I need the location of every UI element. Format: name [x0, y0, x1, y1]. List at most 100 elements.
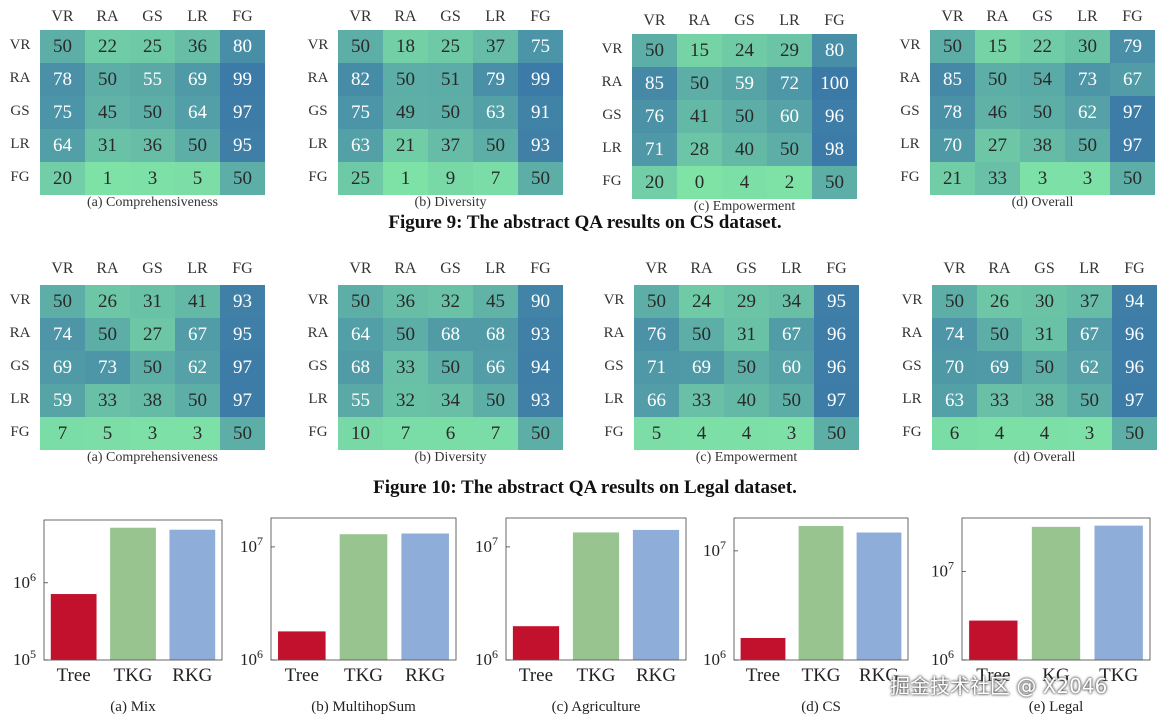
heatmap-cell: 59 [40, 384, 85, 417]
heatmap-cell: 7 [40, 417, 85, 450]
x-tick-label: RKG [172, 665, 212, 686]
bar-chart-4: Tree TKG RKG 106 107 (d) CS [703, 517, 909, 715]
heatmap-row-label: GS [604, 358, 624, 374]
heatmap-col-label: VR [51, 8, 74, 25]
heatmap-cell: 7 [473, 417, 518, 450]
heatmap-cell: 38 [1020, 129, 1065, 162]
heatmap-col-label: FG [232, 8, 253, 25]
heatmap-col-label: GS [1034, 260, 1055, 277]
heatmap-cell: 5 [85, 417, 130, 450]
heatmap-cell: 95 [220, 129, 265, 162]
heatmap-cell: 50 [428, 351, 473, 384]
heatmap-cell: 3 [769, 417, 814, 450]
heatmap-col-label: GS [142, 260, 163, 277]
bar-tree [50, 593, 98, 661]
heatmap-cell: 50 [473, 129, 518, 162]
heatmap-cell: 4 [722, 166, 767, 199]
heatmap-cell: 67 [1110, 63, 1155, 96]
heatmap-cell: 98 [812, 133, 857, 166]
heatmap-cell: 50 [473, 384, 518, 417]
heatmap-cell: 3 [1020, 162, 1065, 195]
x-tick-label: Tree [57, 665, 91, 686]
y-tick-label: 106 [931, 647, 954, 669]
heatmap-cell: 30 [1065, 30, 1110, 63]
heatmap-cell: 25 [130, 30, 175, 63]
heatmap-cell: 32 [428, 285, 473, 318]
heatmap-cell: 75 [518, 30, 563, 63]
heatmap-cell: 50 [85, 318, 130, 351]
heatmap-cell: 95 [814, 285, 859, 318]
heatmap-cell: 49 [383, 96, 428, 129]
heatmap-cell: 50 [769, 384, 814, 417]
heatmap-row-label: VR [899, 37, 921, 53]
x-tick-label: TKG [1099, 665, 1138, 686]
plot-frame [270, 517, 457, 661]
heatmap-cell: 2 [767, 166, 812, 199]
bar-tkg [798, 525, 844, 661]
bar-chart-caption: (a) Mix [110, 699, 156, 715]
heatmap-cell: 6 [428, 417, 473, 450]
heatmap-cell: 30 [1022, 285, 1067, 318]
heatmap-cell: 94 [1112, 285, 1157, 318]
heatmap-cell: 15 [975, 30, 1020, 63]
heatmap-row-label: FG [308, 169, 328, 185]
x-tick-label: KG [1042, 665, 1070, 686]
heatmap-cell: 22 [1020, 30, 1065, 63]
heatmap-row-label: RA [9, 325, 31, 341]
heatmap-cell: 73 [1065, 63, 1110, 96]
heatmap-cell: 74 [932, 318, 977, 351]
heatmap-row-label: VR [9, 292, 31, 308]
heatmap-cell: 3 [130, 162, 175, 195]
heatmap-col-label: FG [232, 260, 253, 277]
heatmap-cell: 96 [814, 351, 859, 384]
heatmap-cell: 6 [932, 417, 977, 450]
heatmap-row-label: VR [9, 37, 31, 53]
heatmap-row-label: GS [10, 358, 30, 374]
heatmap-cell: 31 [724, 318, 769, 351]
heatmap-cell: 80 [812, 34, 857, 67]
heatmap-cell: 50 [1065, 129, 1110, 162]
heatmap-caption: (c) Empowerment [695, 450, 798, 465]
heatmap-cell: 97 [220, 351, 265, 384]
heatmap-cell: 78 [40, 63, 85, 96]
heatmap-cell: 4 [977, 417, 1022, 450]
heatmap-cell: 68 [473, 318, 518, 351]
heatmap-col-label: VR [349, 260, 372, 277]
heatmap-cell: 7 [473, 162, 518, 195]
heatmap-cell: 50 [1020, 96, 1065, 129]
heatmap-cell: 60 [767, 100, 812, 133]
bar-tree [277, 630, 327, 661]
heatmap-cell: 31 [130, 285, 175, 318]
heatmap-row-label: RA [899, 70, 921, 86]
heatmap-cell: 100 [812, 67, 857, 100]
heatmap-cell: 3 [130, 417, 175, 450]
heatmap-cell: 67 [769, 318, 814, 351]
heatmap-cell: 33 [679, 384, 724, 417]
y-tick-label: 105 [13, 647, 36, 669]
heatmap-cell: 27 [130, 318, 175, 351]
y-tick-label: 107 [240, 534, 263, 556]
heatmap-cell: 50 [518, 417, 563, 450]
x-tick-label: TKG [801, 665, 840, 686]
heatmap-cell: 33 [975, 162, 1020, 195]
plot-frame [733, 517, 909, 661]
heatmap-row-label: FG [10, 169, 30, 185]
heatmap-cell: 10 [338, 417, 383, 450]
watermark: 掘金技术社区 @ X2046 [890, 674, 1108, 698]
heatmap-row-label: VR [603, 292, 625, 308]
heatmap-cell: 50 [220, 162, 265, 195]
heatmap-cell: 50 [814, 417, 859, 450]
heatmap-row-label: RA [901, 325, 923, 341]
heatmap-cell: 96 [1112, 351, 1157, 384]
heatmap-col-label: RA [988, 260, 1011, 277]
heatmap-cell: 93 [518, 384, 563, 417]
heatmap-cell: 26 [977, 285, 1022, 318]
heatmap-row-label: FG [604, 424, 624, 440]
bar-kg [1031, 526, 1081, 661]
heatmap-cell: 68 [338, 351, 383, 384]
x-tick-label: RKG [859, 665, 899, 686]
heatmap-cell: 50 [220, 417, 265, 450]
plot-frame [961, 517, 1151, 661]
heatmap-cell: 26 [85, 285, 130, 318]
heatmap-cell: 4 [724, 417, 769, 450]
